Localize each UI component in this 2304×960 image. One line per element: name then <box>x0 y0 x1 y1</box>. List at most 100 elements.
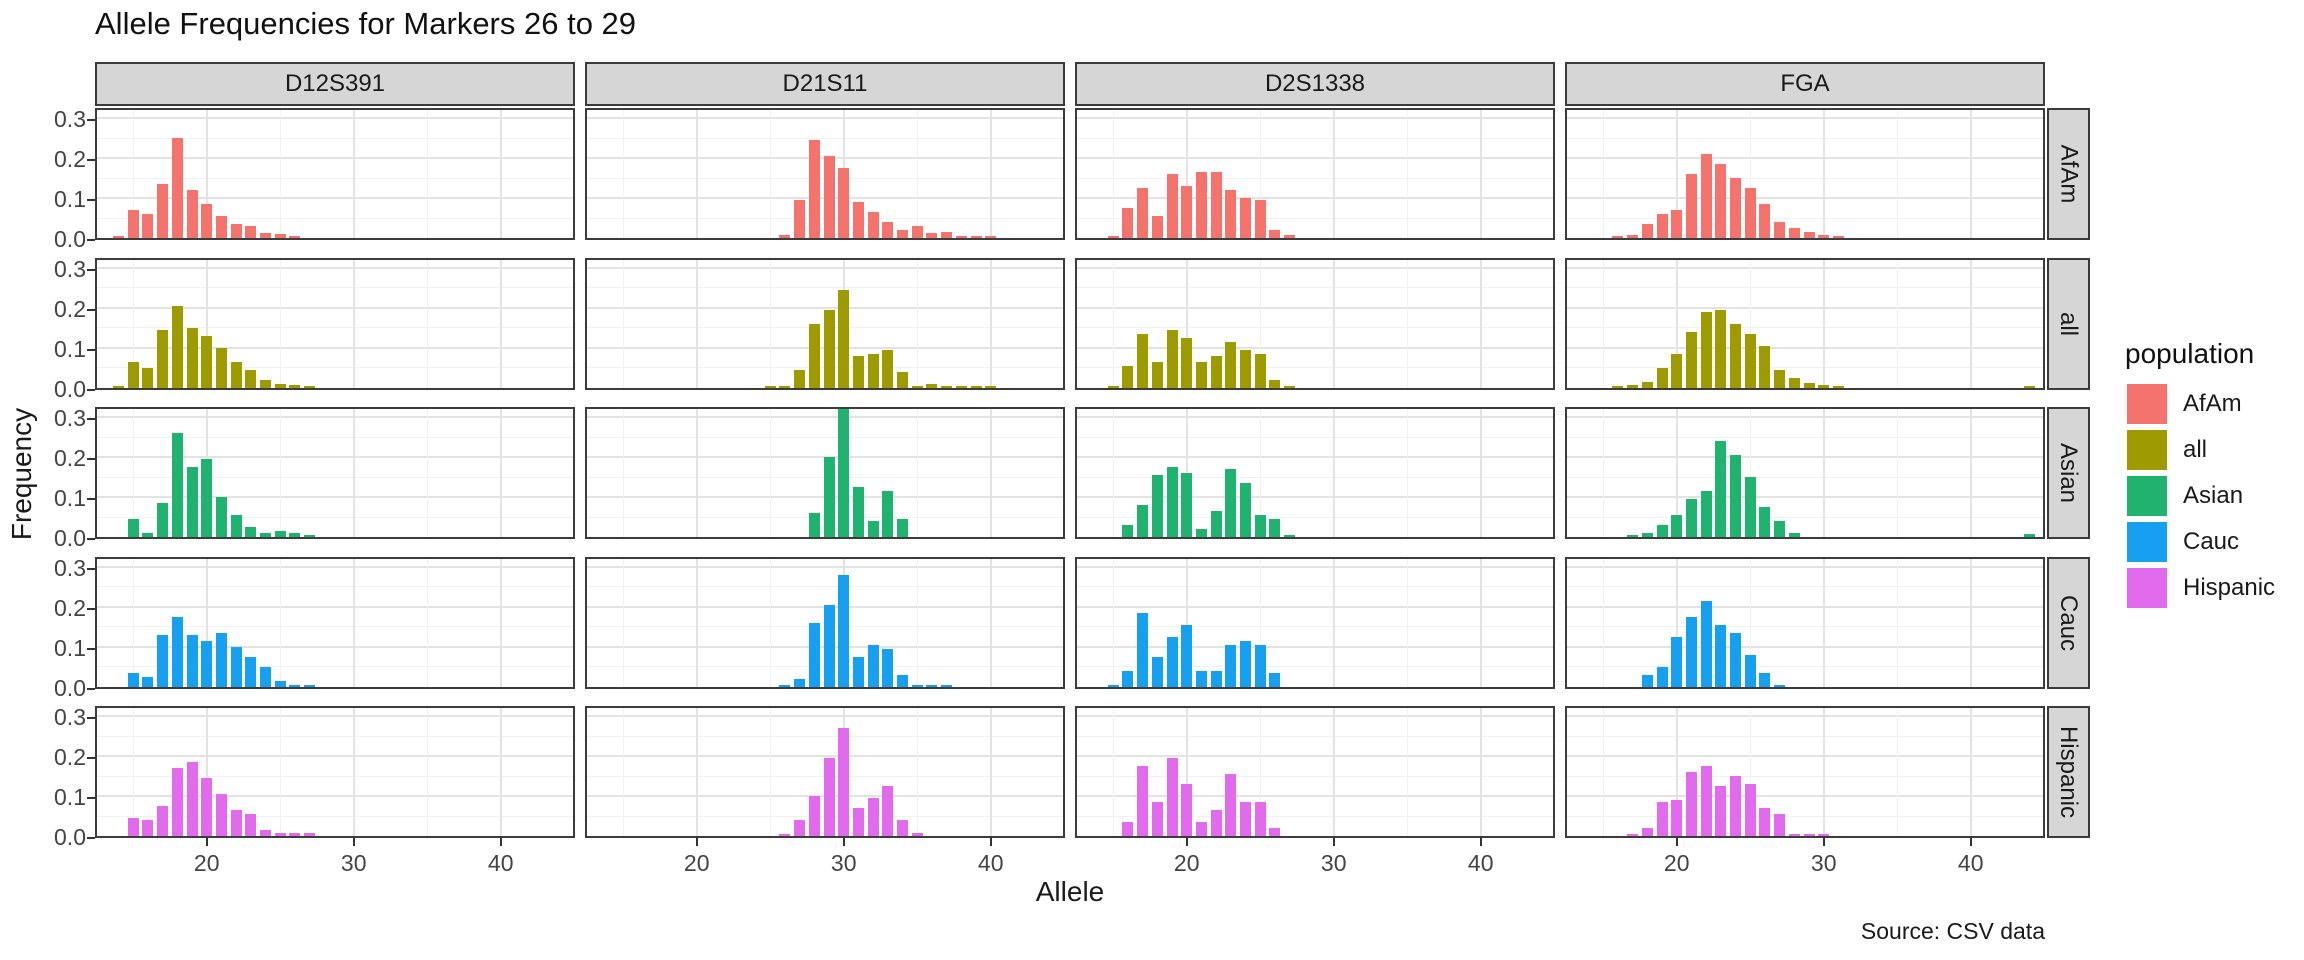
gridline-major-v <box>205 259 208 388</box>
gridline-minor-v <box>1896 409 1898 537</box>
gridline-major-v <box>695 409 698 537</box>
gridline-major-v <box>1479 558 1482 687</box>
y-tick-label: 0.2 <box>54 295 86 322</box>
facet-panel-D12S391-Hispanic <box>95 706 575 838</box>
gridline-major-h <box>1567 157 2043 159</box>
bar <box>852 808 864 836</box>
gridline-major-v <box>1332 259 1335 388</box>
gridline-major-v <box>989 558 992 687</box>
bar <box>1137 766 1149 836</box>
gridline-major-v <box>695 708 698 836</box>
gridline-major-h <box>1077 117 1553 119</box>
gridline-major-h <box>587 416 1063 418</box>
gridline-major-v <box>1675 259 1678 388</box>
bar <box>1254 200 1266 238</box>
bar <box>260 666 272 687</box>
gridline-minor-v <box>1259 110 1261 238</box>
bar <box>955 385 967 388</box>
gridline-major-v <box>1675 110 1678 238</box>
gridline-major-h <box>1077 715 1553 717</box>
bar <box>1759 507 1771 537</box>
gridline-major-v <box>1185 708 1188 836</box>
gridline-major-v <box>989 110 992 238</box>
x-tick-mark <box>1969 838 1972 846</box>
gridline-major-v <box>989 259 992 388</box>
gridline-minor-v <box>1259 708 1261 836</box>
facet-row-label: Asian <box>2055 442 2083 504</box>
gridline-major-h <box>1567 755 2043 757</box>
gridline-minor-v <box>1602 409 1604 537</box>
gridline-minor-h <box>1077 137 1553 139</box>
bar <box>985 236 997 238</box>
gridline-major-v <box>1185 259 1188 388</box>
gridline-major-h <box>97 416 573 418</box>
bar <box>838 574 850 687</box>
bar <box>1715 309 1727 388</box>
gridline-minor-v <box>279 110 281 238</box>
bar <box>1656 367 1668 388</box>
bar <box>897 674 909 687</box>
bar <box>1166 174 1178 238</box>
legend-label: Asian <box>2183 482 2244 509</box>
bar <box>1818 234 1830 238</box>
x-tick-label: 20 <box>683 850 710 876</box>
gridline-minor-v <box>1112 409 1114 537</box>
bar <box>1774 222 1786 238</box>
gridline-minor-v <box>426 110 428 238</box>
facet-panel-D2S1338-Cauc <box>1075 556 1555 689</box>
bar <box>897 371 909 388</box>
facet-column-strip-FGA: FGA <box>1565 62 2045 106</box>
gridline-minor-h <box>97 476 573 478</box>
bar <box>1166 329 1178 388</box>
bar <box>1195 670 1207 687</box>
gridline-major-h <box>1567 496 2043 498</box>
gridline-minor-h <box>97 287 573 288</box>
facet-panel-D2S1338-AfAm <box>1075 108 1555 240</box>
bar <box>1627 385 1639 388</box>
bar <box>1788 834 1800 836</box>
gridline-minor-v <box>916 708 918 836</box>
bar <box>201 778 213 836</box>
bar <box>1181 624 1193 687</box>
gridline-minor-v <box>622 558 624 687</box>
bar <box>926 684 938 687</box>
bar <box>1744 654 1756 687</box>
y-tick-mark <box>87 159 95 161</box>
bar <box>245 226 257 238</box>
bar <box>867 521 879 537</box>
bar <box>1671 800 1683 836</box>
bar <box>1700 600 1712 687</box>
gridline-major-h <box>97 157 573 159</box>
bar <box>171 433 183 537</box>
y-tick-mark <box>87 647 95 650</box>
bar <box>1122 670 1134 687</box>
gridline-major-v <box>1479 110 1482 238</box>
x-tick-mark <box>842 838 845 846</box>
gridline-major-h <box>97 565 573 568</box>
bar <box>1240 349 1252 388</box>
bar <box>1210 670 1222 687</box>
bar <box>1225 190 1237 238</box>
facet-row-strip-Hispanic: Hispanic <box>2047 706 2090 838</box>
gridline-major-h <box>97 605 573 608</box>
gridline-minor-v <box>279 558 281 687</box>
bar <box>1685 174 1697 238</box>
bar <box>764 386 776 388</box>
gridline-minor-h <box>1077 666 1553 667</box>
gridline-minor-h <box>1567 436 2043 438</box>
bar <box>171 138 183 238</box>
gridline-major-h <box>587 266 1063 269</box>
gridline-major-v <box>1332 558 1335 687</box>
gridline-major-v <box>989 708 992 836</box>
gridline-major-h <box>97 306 573 309</box>
facet-panel-D2S1338-all <box>1075 257 1555 390</box>
facet-panel-D21S11-all <box>585 257 1065 390</box>
bar <box>882 349 894 388</box>
bar <box>142 533 154 537</box>
y-tick-mark <box>87 418 95 420</box>
bar <box>1195 361 1207 388</box>
gridline-minor-v <box>1749 708 1751 836</box>
bar <box>230 224 242 238</box>
gridline-minor-v <box>916 558 918 687</box>
bar <box>1254 515 1266 537</box>
